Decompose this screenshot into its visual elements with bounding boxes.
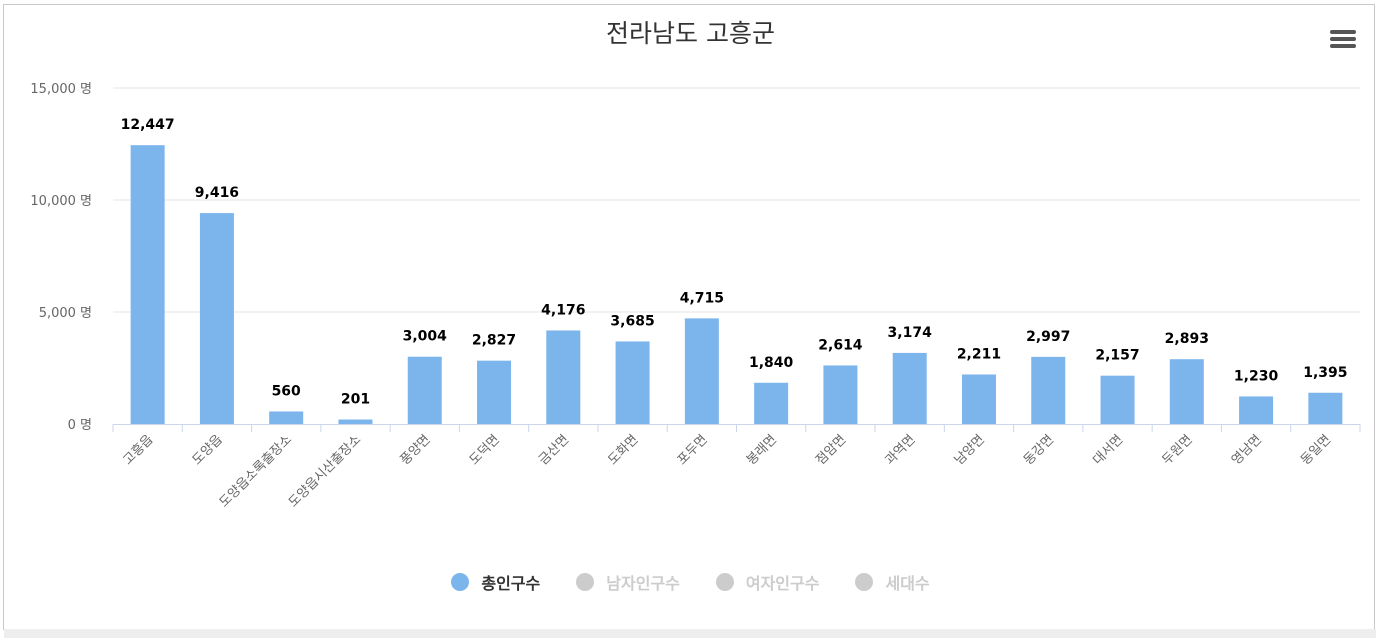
data-label: 1,395 (1303, 365, 1347, 381)
x-tick-label: 고흥읍 (120, 432, 156, 468)
bar (1100, 375, 1135, 424)
x-tick-label: 도양읍소록출장소 (217, 432, 295, 510)
bar (338, 419, 373, 424)
x-tick-label: 과역면 (883, 432, 919, 468)
data-label: 9,416 (195, 185, 239, 201)
bar (615, 341, 650, 424)
x-tick-label: 남양면 (952, 432, 988, 468)
data-label: 560 (272, 383, 301, 399)
bar (1239, 396, 1274, 424)
x-tick-label: 동강면 (1021, 432, 1057, 468)
bar (1308, 392, 1343, 424)
data-label: 1,840 (749, 355, 794, 371)
bottom-strip (4, 629, 1376, 638)
legend-label: 여자인구수 (745, 574, 820, 593)
bar (1169, 359, 1204, 424)
legend-marker-icon (715, 573, 734, 591)
legend-item-total[interactable]: 총인구수 (451, 570, 540, 594)
data-label: 3,174 (888, 325, 933, 341)
data-label: 2,614 (818, 337, 863, 353)
data-label: 2,827 (472, 333, 516, 349)
bar (892, 352, 927, 424)
legend-label: 세대수 (885, 574, 930, 593)
bar-chart: 0 명 5,000 명 10,000 명 15,000 명 12,447 고흥읍 9,416… (30, 82, 1361, 510)
data-label: 2,157 (1095, 348, 1139, 364)
legend-marker-icon (576, 573, 595, 591)
bar (1031, 356, 1066, 424)
x-tick-label: 도양읍시산출장소 (286, 432, 364, 510)
bar (546, 330, 581, 424)
y-tick-label: 0 명 (68, 418, 92, 433)
x-tick-label: 풍양면 (398, 432, 434, 468)
data-label: 2,893 (1165, 331, 1209, 347)
y-tick-label: 10,000 명 (30, 194, 92, 209)
chart-title: 전라남도 고흥군 (606, 19, 775, 48)
bar (199, 213, 234, 424)
data-label: 201 (341, 391, 370, 407)
data-label: 12,447 (121, 117, 175, 133)
x-tick-label: 동일면 (1298, 432, 1334, 468)
data-label: 4,715 (680, 290, 724, 306)
data-label: 3,685 (610, 313, 654, 329)
legend: 총인구수 남자인구수 여자인구수 세대수 (0, 570, 1381, 594)
x-tick-label: 두원면 (1160, 432, 1196, 468)
data-label: 3,004 (403, 329, 448, 345)
legend-label: 총인구수 (481, 574, 541, 593)
bar (684, 318, 719, 424)
bar (754, 382, 789, 424)
x-tick-label: 금산면 (536, 432, 572, 468)
bar (477, 360, 512, 424)
y-tick-label: 15,000 명 (30, 82, 92, 97)
data-label: 2,211 (957, 346, 1001, 362)
y-tick-label: 5,000 명 (39, 306, 92, 321)
hamburger-menu-icon[interactable] (1330, 30, 1356, 52)
x-tick-label: 도양읍 (190, 432, 226, 468)
legend-item-male[interactable]: 남자인구수 (576, 570, 680, 594)
legend-item-female[interactable]: 여자인구수 (715, 570, 820, 594)
data-label: 2,997 (1026, 329, 1070, 345)
data-label: 1,230 (1234, 368, 1279, 384)
legend-marker-icon (451, 573, 470, 591)
legend-item-households[interactable]: 세대수 (855, 570, 930, 594)
legend-marker-icon (855, 573, 874, 591)
x-tick-label: 도덕면 (467, 432, 503, 468)
bar (269, 411, 304, 424)
x-tick-label: 도화면 (605, 432, 641, 468)
x-tick-label: 봉래면 (744, 432, 780, 468)
data-label: 4,176 (541, 302, 585, 318)
bar (823, 365, 858, 424)
bar (130, 145, 165, 424)
legend-label: 남자인구수 (606, 574, 680, 593)
x-tick-label: 대서면 (1090, 432, 1126, 468)
x-tick-label: 점암면 (813, 432, 849, 468)
x-tick-label: 포두면 (675, 432, 711, 468)
bar (407, 356, 442, 424)
x-tick-label: 영남면 (1229, 432, 1265, 468)
bar (961, 374, 996, 424)
